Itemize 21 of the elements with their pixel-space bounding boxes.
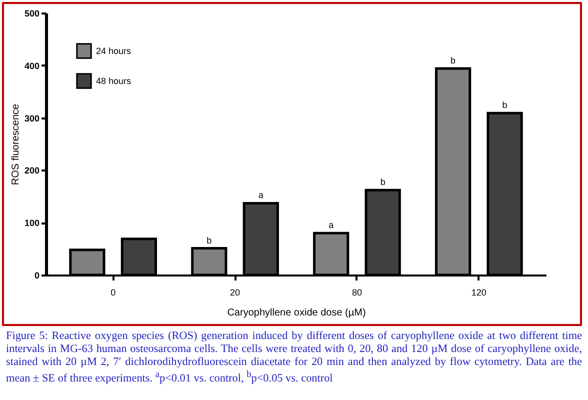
legend-label: 48 hours xyxy=(96,76,132,86)
y-tick-label: 0 xyxy=(34,270,40,280)
y-tick-label: 100 xyxy=(24,218,40,228)
x-axis-title: Caryophyllene oxide dose (µM) xyxy=(227,308,366,318)
x-tick-label: 120 xyxy=(471,288,486,298)
data-label: b xyxy=(450,56,456,66)
data-label: a xyxy=(328,220,334,230)
y-tick-label: 300 xyxy=(24,113,40,124)
y-tick-label: 200 xyxy=(24,166,40,176)
x-tick-label: 0 xyxy=(110,288,116,298)
data-label: b xyxy=(206,235,212,246)
legend-label: 24 hours xyxy=(96,46,132,56)
caption: Figure 5: Reactive oxygen species (ROS) generation induced by different doses of caryophyllene oxide at two different time intervals in MG-63 human osteosarcoma cells. The cells were treated with 0, 20, 80 and 120 µM dose of caryophyllene oxide, stained with 20 µM 2, 7′ dichlorodihydrofluorescein diacetate for 20 min and then analyzed by flow cytometry. Data are the mean ± SE of three experiments. $^{a}$p<0.01 vs. control, $^{b}$p<0.05 vs. control xyxy=(6,330,582,386)
data-label: b xyxy=(380,177,386,188)
data-label: b xyxy=(502,100,508,110)
y-axis-title: ROS fluorescence xyxy=(10,103,22,186)
x-tick-label: 80 xyxy=(352,288,362,298)
data-label: a xyxy=(258,190,264,200)
x-tick-label: 20 xyxy=(230,288,240,298)
y-tick-label: 500 xyxy=(24,8,40,18)
y-tick-label: 400 xyxy=(24,60,40,71)
